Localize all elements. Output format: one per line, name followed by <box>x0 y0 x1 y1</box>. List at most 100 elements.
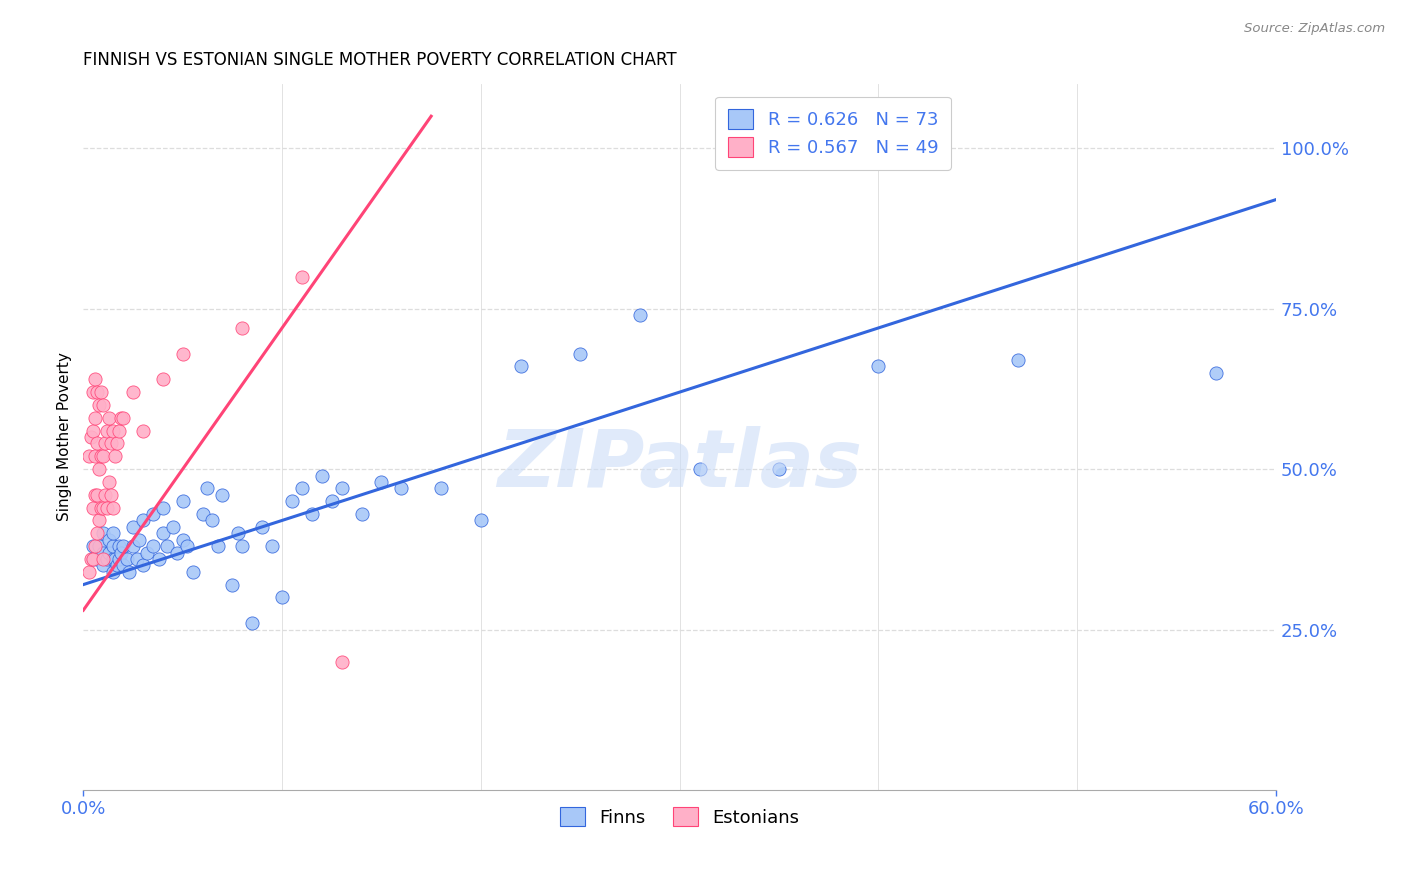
Point <box>231 539 253 553</box>
Point <box>122 520 145 534</box>
Point <box>172 494 194 508</box>
Point <box>100 488 122 502</box>
Point <box>281 494 304 508</box>
Point <box>80 430 103 444</box>
Point <box>91 558 114 573</box>
Point <box>82 424 104 438</box>
Point <box>112 539 135 553</box>
Point <box>271 591 294 605</box>
Point <box>84 372 107 386</box>
Point <box>142 539 165 553</box>
Point <box>112 558 135 573</box>
Point <box>228 526 250 541</box>
Point <box>1205 366 1227 380</box>
Point <box>86 488 108 502</box>
Point <box>110 545 132 559</box>
Point <box>240 616 263 631</box>
Text: ZIPatlas: ZIPatlas <box>498 426 862 504</box>
Point <box>89 398 111 412</box>
Point <box>112 410 135 425</box>
Point <box>108 539 131 553</box>
Point <box>142 507 165 521</box>
Point <box>105 436 128 450</box>
Point <box>82 539 104 553</box>
Point <box>152 500 174 515</box>
Point <box>330 655 353 669</box>
Point <box>291 481 314 495</box>
Point <box>101 565 124 579</box>
Point <box>128 533 150 547</box>
Point <box>330 481 353 495</box>
Point <box>191 507 214 521</box>
Point <box>91 398 114 412</box>
Point <box>91 545 114 559</box>
Point <box>82 500 104 515</box>
Point <box>201 513 224 527</box>
Point <box>122 385 145 400</box>
Point <box>91 552 114 566</box>
Point <box>176 539 198 553</box>
Point <box>104 552 127 566</box>
Point <box>90 385 112 400</box>
Point <box>100 436 122 450</box>
Point <box>90 450 112 464</box>
Point <box>89 513 111 527</box>
Point <box>350 507 373 521</box>
Point <box>86 526 108 541</box>
Point <box>122 539 145 553</box>
Point <box>101 539 124 553</box>
Point <box>1007 353 1029 368</box>
Point <box>132 558 155 573</box>
Point <box>77 565 100 579</box>
Point <box>108 424 131 438</box>
Point <box>101 500 124 515</box>
Point <box>84 488 107 502</box>
Point <box>231 321 253 335</box>
Point <box>321 494 343 508</box>
Text: Source: ZipAtlas.com: Source: ZipAtlas.com <box>1244 22 1385 36</box>
Point <box>89 462 111 476</box>
Legend: Finns, Estonians: Finns, Estonians <box>553 799 807 834</box>
Point <box>82 552 104 566</box>
Point <box>94 436 117 450</box>
Point <box>84 450 107 464</box>
Point <box>569 346 592 360</box>
Point <box>262 539 284 553</box>
Point <box>80 552 103 566</box>
Point <box>311 468 333 483</box>
Point <box>86 436 108 450</box>
Point <box>105 558 128 573</box>
Point <box>181 565 204 579</box>
Point <box>768 462 790 476</box>
Point <box>152 372 174 386</box>
Point <box>91 450 114 464</box>
Point <box>104 450 127 464</box>
Point <box>89 539 111 553</box>
Point <box>470 513 492 527</box>
Point <box>172 533 194 547</box>
Point <box>118 565 141 579</box>
Point <box>96 552 118 566</box>
Point <box>162 520 184 534</box>
Point <box>389 481 412 495</box>
Point <box>84 539 107 553</box>
Point <box>101 424 124 438</box>
Point <box>156 539 179 553</box>
Point <box>98 475 121 489</box>
Point <box>98 410 121 425</box>
Point <box>172 346 194 360</box>
Point <box>98 545 121 559</box>
Point <box>301 507 323 521</box>
Point <box>91 526 114 541</box>
Point <box>86 385 108 400</box>
Point <box>101 526 124 541</box>
Point <box>195 481 218 495</box>
Point <box>90 500 112 515</box>
Point <box>91 500 114 515</box>
Point <box>115 552 138 566</box>
Point <box>148 552 170 566</box>
Point <box>221 577 243 591</box>
Point <box>868 359 890 374</box>
Point <box>82 552 104 566</box>
Point <box>132 424 155 438</box>
